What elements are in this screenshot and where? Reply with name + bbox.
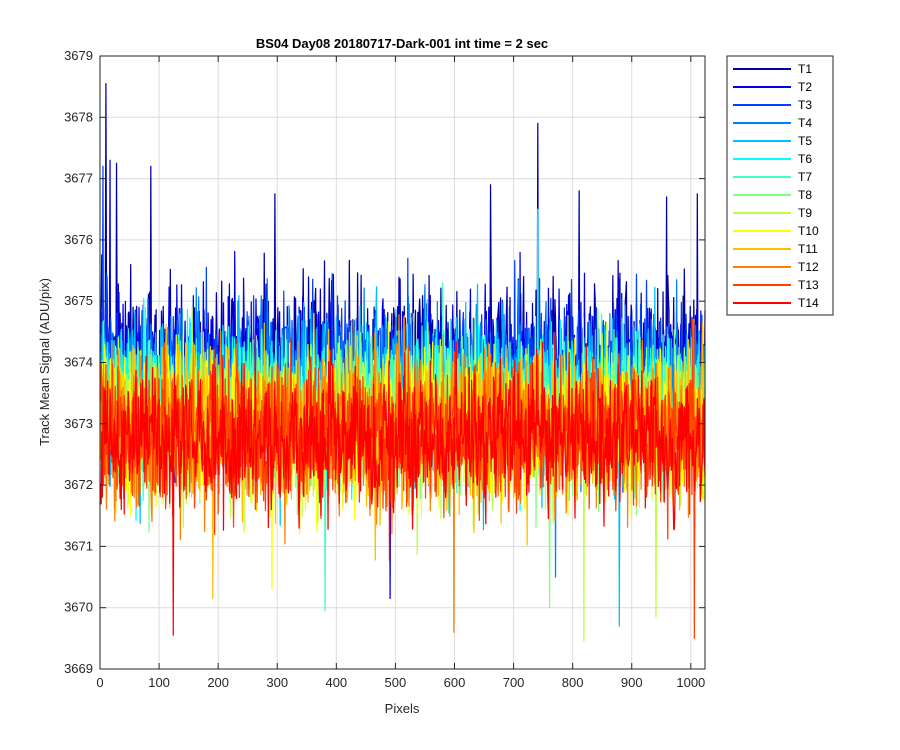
series-line-t14 <box>99 332 706 636</box>
x-tick-label: 600 <box>444 675 466 690</box>
y-tick-label: 3669 <box>64 661 93 676</box>
y-tick-label: 3670 <box>64 600 93 615</box>
legend-item-t14[interactable]: T14 <box>733 296 819 310</box>
legend-item-t12[interactable]: T12 <box>733 260 819 274</box>
x-tick-label: 500 <box>385 675 407 690</box>
x-tick-label: 200 <box>207 675 229 690</box>
legend-label: T4 <box>798 116 812 130</box>
legend-label: T7 <box>798 170 812 184</box>
legend[interactable]: T1 T2 T3 T4 T5 T6 T7 T8 T9 T10 T11 T12 T13 T14 <box>726 55 834 316</box>
x-tick-label: 400 <box>325 675 347 690</box>
x-tick-label: 800 <box>562 675 584 690</box>
legend-label: T9 <box>798 206 812 220</box>
series-lines <box>99 82 706 643</box>
legend-item-t7[interactable]: T7 <box>733 170 812 184</box>
legend-item-t1[interactable]: T1 <box>733 62 812 76</box>
legend-item-t10[interactable]: T10 <box>733 224 819 238</box>
y-tick-label: 3676 <box>64 232 93 247</box>
legend-label: T3 <box>798 98 812 112</box>
x-tick-label: 700 <box>503 675 525 690</box>
x-tick-label: 300 <box>266 675 288 690</box>
chart-title: BS04 Day08 20180717-Dark-001 int time = … <box>256 36 548 51</box>
y-tick-label: 3672 <box>64 477 93 492</box>
y-tick-label: 3675 <box>64 293 93 308</box>
y-tick-label: 3674 <box>64 355 93 370</box>
legend-item-t2[interactable]: T2 <box>733 80 812 94</box>
ticks <box>99 55 705 670</box>
x-tick-label: 900 <box>621 675 643 690</box>
legend-item-t3[interactable]: T3 <box>733 98 812 112</box>
tick-labels: 0 100 200 300 400 500 600 700 800 900 1000 3669 3670… <box>64 48 705 690</box>
x-axis-label: Pixels <box>385 701 420 716</box>
y-axis-label: Track Mean Signal (ADU/pix) <box>37 278 52 446</box>
legend-label: T1 <box>798 62 812 76</box>
y-tick-label: 3678 <box>64 109 93 124</box>
x-tick-label: 0 <box>96 675 103 690</box>
legend-label: T10 <box>798 224 819 238</box>
legend-label: T8 <box>798 188 812 202</box>
legend-label: T11 <box>798 242 818 256</box>
legend-label: T6 <box>798 152 812 166</box>
x-tick-label: 1000 <box>676 675 705 690</box>
y-tick-label: 3677 <box>64 171 93 186</box>
y-tick-label: 3679 <box>64 48 93 63</box>
legend-label: T12 <box>798 260 819 274</box>
legend-item-t6[interactable]: T6 <box>733 152 812 166</box>
legend-item-t8[interactable]: T8 <box>733 188 812 202</box>
legend-label: T13 <box>798 278 819 292</box>
legend-label: T5 <box>798 134 812 148</box>
x-tick-label: 100 <box>148 675 170 690</box>
legend-label: T14 <box>798 296 819 310</box>
legend-label: T2 <box>798 80 812 94</box>
legend-item-t4[interactable]: T4 <box>733 116 812 130</box>
y-tick-label: 3671 <box>64 538 93 553</box>
y-tick-label: 3673 <box>64 416 93 431</box>
legend-item-t9[interactable]: T9 <box>733 206 812 220</box>
legend-item-t5[interactable]: T5 <box>733 134 812 148</box>
legend-item-t13[interactable]: T13 <box>733 278 819 292</box>
legend-item-t11[interactable]: T11 <box>733 242 818 256</box>
legend-box <box>726 55 834 316</box>
